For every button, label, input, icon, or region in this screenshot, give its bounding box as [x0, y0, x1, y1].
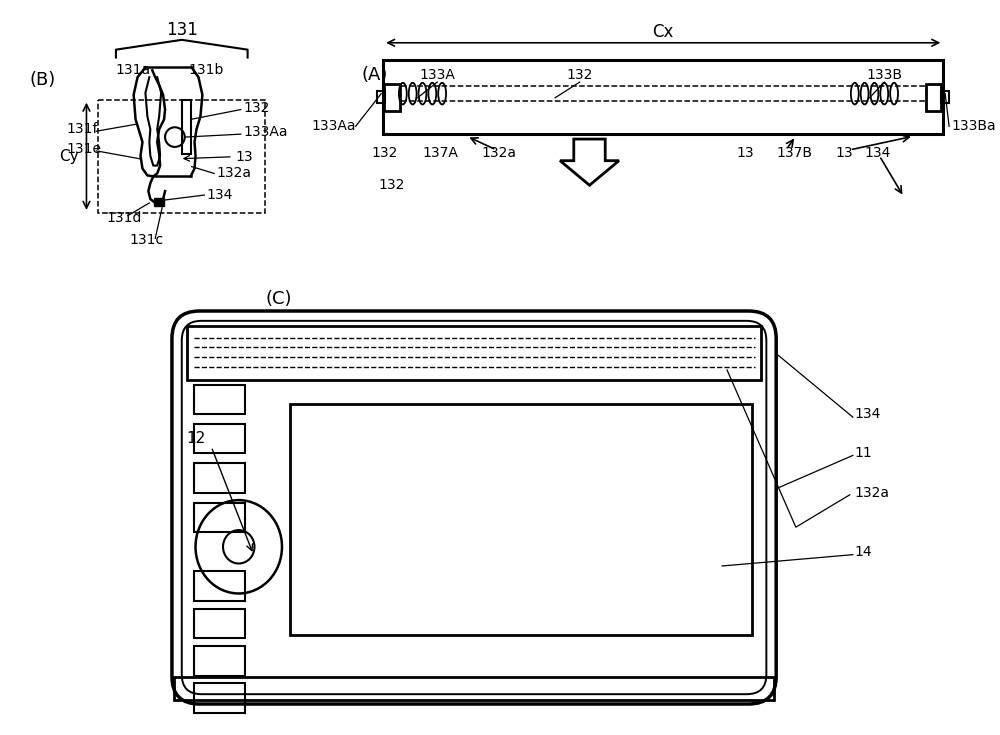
Text: Cx: Cx: [653, 23, 674, 41]
Bar: [194, 424, 245, 453]
Bar: [182, 100, 191, 154]
Bar: [98, 100, 265, 212]
Bar: [377, 91, 385, 103]
Text: 131c: 131c: [130, 233, 164, 247]
Bar: [194, 646, 245, 675]
Text: 131e: 131e: [67, 142, 102, 156]
Text: (C): (C): [265, 290, 292, 308]
Text: (B): (B): [29, 71, 56, 89]
Bar: [383, 60, 943, 135]
Text: 137B: 137B: [776, 146, 812, 159]
Text: 131d: 131d: [106, 211, 141, 225]
Bar: [290, 404, 752, 635]
Text: 132a: 132a: [481, 146, 516, 159]
Text: 134: 134: [855, 407, 881, 421]
Text: 133Aa: 133Aa: [311, 119, 356, 133]
Bar: [194, 571, 245, 600]
Text: 132: 132: [378, 179, 405, 193]
Text: 12: 12: [187, 431, 206, 446]
Text: 132: 132: [244, 101, 270, 115]
Text: 131f: 131f: [67, 122, 98, 136]
Text: 133B: 133B: [866, 68, 902, 82]
Bar: [187, 326, 761, 380]
Text: 13: 13: [737, 146, 755, 159]
Text: 134: 134: [865, 146, 891, 159]
Text: 132: 132: [371, 146, 398, 159]
Text: 132a: 132a: [216, 166, 251, 181]
Bar: [926, 84, 941, 111]
Polygon shape: [560, 139, 619, 185]
Bar: [194, 384, 245, 414]
Bar: [154, 198, 164, 206]
Text: 131a: 131a: [116, 63, 151, 77]
Bar: [194, 609, 245, 638]
Text: 132: 132: [566, 68, 593, 82]
Bar: [384, 84, 400, 111]
Bar: [941, 91, 949, 103]
Text: 131: 131: [166, 21, 198, 39]
Text: 13: 13: [236, 150, 253, 164]
Text: 11: 11: [855, 446, 873, 460]
Text: Cy: Cy: [59, 148, 79, 164]
Bar: [194, 463, 245, 492]
Text: 133Ba: 133Ba: [951, 119, 996, 133]
Text: 131b: 131b: [189, 63, 224, 77]
Bar: [174, 676, 774, 700]
Text: (A): (A): [362, 66, 388, 85]
Text: 133A: 133A: [419, 68, 455, 82]
FancyBboxPatch shape: [172, 311, 776, 704]
Text: 137A: 137A: [422, 146, 458, 159]
Text: 133Aa: 133Aa: [244, 125, 288, 139]
Text: 13: 13: [835, 146, 853, 159]
Text: 14: 14: [855, 545, 872, 559]
Bar: [194, 684, 245, 713]
Text: 134: 134: [206, 188, 233, 202]
Text: 132a: 132a: [855, 486, 890, 500]
Bar: [194, 503, 245, 532]
